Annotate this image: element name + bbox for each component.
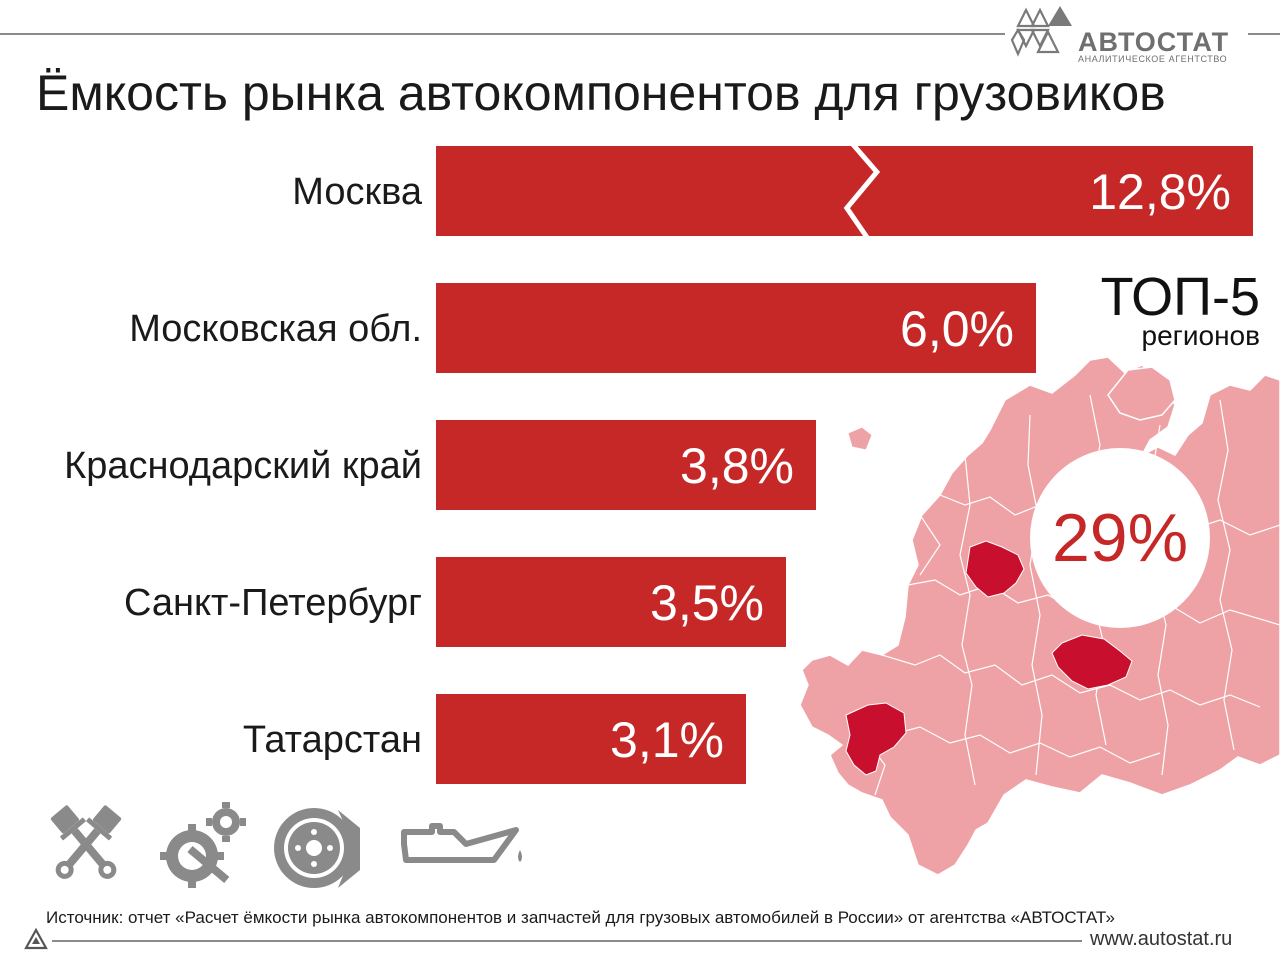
value-label-0: 12,8% [1089,164,1231,220]
category-label-4: Татарстан [243,719,422,761]
logo-icon [1010,6,1072,57]
map-region-moscow [965,540,1025,598]
top5-subtitle: регионов [1141,320,1260,351]
footer-triangle-icon [24,928,48,950]
bar-0 [436,146,1253,236]
value-label-3: 3,5% [650,575,764,631]
category-label-3: Санкт-Петербург [124,582,422,624]
top-divider [0,33,1005,35]
bar-2 [436,420,816,510]
website-link[interactable]: www.autostat.ru [1090,928,1233,950]
value-label-2: 3,8% [680,438,794,494]
map-small-island [847,426,873,451]
icon-row [36,798,536,898]
source-note: Источник: отчет «Расчет ёмкости рынка ав… [46,908,1116,927]
oil-can-icon [401,823,522,863]
map-region-tatarstan [1051,634,1133,690]
chart-title: Ёмкость рынка автокомпонентов для грузов… [36,65,1166,121]
value-label-4: 3,1% [610,712,724,768]
top-divider-right [1248,33,1280,35]
total-share: 29% [1051,500,1189,576]
brand-tagline: АНАЛИТИЧЕСКОЕ АГЕНТСТВО [1078,54,1228,64]
axis-break-mark [843,140,881,242]
map-highlighted-regions [845,540,1133,776]
gears-wrench-icon [160,802,246,888]
bar-chart: Москва 12,8% Московская обл. 6,0% Краснодарс… [64,140,1253,784]
category-label-1: Московская обл. [129,308,422,350]
brand-logo: АВТОСТАТ АНАЛИТИЧЕСКОЕ АГЕНТСТВО [1008,0,1258,66]
pistons-icon [50,805,122,879]
bar-4 [436,694,746,784]
bottom-divider [52,940,1082,942]
top5-block: ТОП-5 регионов [1080,268,1260,350]
map-region-krasnodar [845,702,907,776]
brand-name: АВТОСТАТ [1078,27,1230,57]
category-label-2: Краснодарский край [64,445,422,487]
bar-3 [436,557,786,647]
map-kola-peninsula [1107,366,1176,421]
top5-title: ТОП-5 [1100,267,1260,327]
category-label-0: Москва [292,171,423,213]
value-label-1: 6,0% [900,301,1014,357]
brake-disc-icon [274,808,360,888]
total-circle: 29% [1030,448,1210,628]
bar-1 [436,283,1036,373]
